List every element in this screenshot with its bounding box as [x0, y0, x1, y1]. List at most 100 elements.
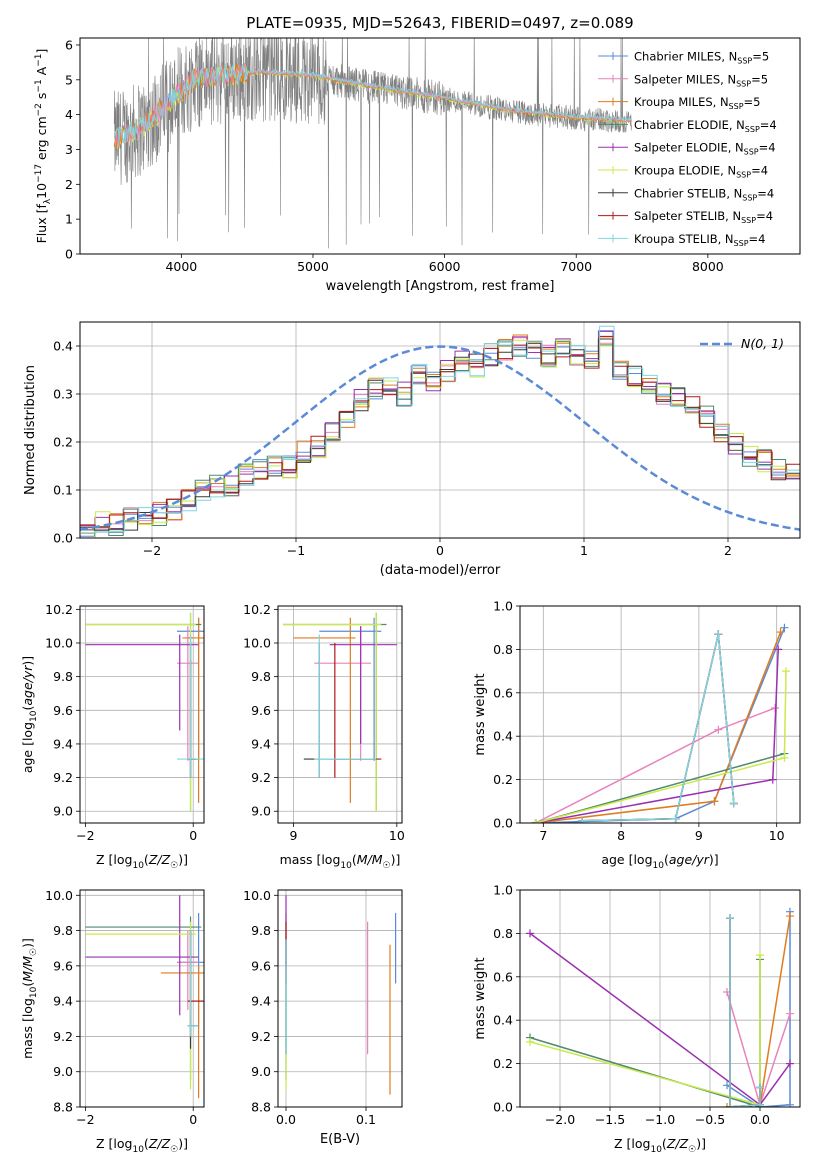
y-tick-label: 0.8	[493, 926, 513, 941]
y-tick-label: 9.0	[251, 1064, 271, 1079]
legend-entry-count: =4	[759, 141, 776, 155]
axis-label-part: 10	[29, 710, 39, 722]
residual-histogram	[81, 325, 800, 534]
y-tick-label: 1.0	[493, 599, 513, 614]
y-tick-label: 0.8	[493, 642, 513, 657]
x-tick-label: 0	[189, 828, 197, 843]
axis-label-part: ☉	[383, 861, 391, 871]
legend-entry-count: =4	[749, 232, 766, 246]
y-tick-label: 9.4	[251, 994, 271, 1009]
y-label-part: erg cm	[34, 116, 49, 164]
x-tick-label: 4000	[165, 259, 197, 274]
weight-point-marker	[786, 1100, 794, 1107]
axis-label-part: age/yr	[20, 665, 35, 706]
x-tick-label: 5000	[297, 259, 329, 274]
x-tick-label: 2	[724, 543, 732, 558]
x-tick-label: −0.5	[695, 1112, 725, 1127]
residual-histogram	[80, 335, 800, 528]
legend-entry-count: =4	[751, 164, 768, 178]
weight-point-marker	[786, 1059, 794, 1068]
x-tick-label: 10	[769, 828, 785, 843]
y-label-part: −17	[34, 164, 44, 183]
y-axis-label: Flux [fλ10−17 erg cm−2 s−1 A−1]	[34, 49, 53, 244]
weight-series-line	[729, 918, 761, 1107]
weight-point-marker	[671, 814, 680, 823]
weight-point-marker	[526, 1037, 534, 1046]
axes-frame	[519, 605, 801, 824]
axes-residuals: −2 −1 0 1 2 0.0 0.1 0.2 0.3 0.4 (data-model)/error…	[23, 321, 801, 578]
legend-entry-count: =4	[757, 186, 774, 200]
x-tick-label: 0.0	[750, 1112, 770, 1127]
y-tick-label: 9.2	[251, 1029, 271, 1044]
x-tick-label: −2	[76, 828, 94, 843]
y-tick-label: 0.2	[493, 1056, 513, 1071]
residual-histogram	[80, 330, 800, 529]
x-tick-label: −1.0	[645, 1112, 675, 1127]
weight-point-marker	[756, 1083, 764, 1092]
axis-label-part: 10	[132, 1145, 144, 1155]
axis-label-part: (	[20, 706, 35, 711]
x-tick-label: 7	[539, 828, 547, 843]
x-axis-label: E(B-V)	[320, 1132, 360, 1147]
axis-label-part: (	[20, 982, 35, 987]
x-tick-label: −2	[76, 1112, 94, 1127]
axis-label-part: )]	[696, 1136, 706, 1151]
axes-spectrum: 4000 5000 6000 7000 8000 0 1 2 3 4 5 6 wavelength [A…	[34, 37, 801, 294]
axis-label-part: Z/Z	[666, 1136, 689, 1151]
y-tick-label: 0.1	[53, 483, 73, 498]
y-tick-label: 0	[65, 247, 73, 262]
weight-series-line	[729, 918, 761, 1107]
y-tick-label: 1.0	[493, 883, 513, 898]
axis-label-part: ☉	[170, 861, 178, 871]
axis-label-part: )]	[709, 852, 719, 867]
y-tick-label: 0.4	[53, 339, 73, 354]
y-label-part: −2	[34, 103, 44, 116]
x-tick-label: 0	[436, 543, 444, 558]
axis-label-part: )]	[391, 852, 401, 867]
y-axis-label: mass weight	[473, 957, 488, 1039]
y-tick-label: 0.2	[53, 435, 73, 450]
weight-series-line	[535, 627, 786, 823]
axes-frame	[277, 605, 403, 824]
y-tick-label: 10.0	[243, 636, 271, 651]
axis-label-part: )]	[178, 852, 188, 867]
plot-area-residuals	[80, 325, 800, 538]
y-tick-label: 10.0	[243, 888, 271, 903]
y-axis-label: mass [log10(M/M☉)]	[20, 938, 39, 1059]
y-tick-label: 5	[65, 72, 73, 87]
legend-entry-count: =5	[752, 50, 769, 64]
weight-point-marker	[723, 1103, 731, 1107]
legend-entry-label: Salpeter MILES, N	[634, 72, 736, 86]
y-tick-label: 9.0	[251, 804, 271, 819]
y-tick-label: 0.4	[493, 1013, 513, 1028]
y-tick-label: 10.0	[45, 888, 73, 903]
legend-entry: Chabrier STELIB, NSSP=4	[634, 186, 774, 202]
y-axis-label: mass weight	[473, 673, 488, 755]
y-tick-label: 0.2	[493, 772, 513, 787]
axis-label-part: ☉	[29, 948, 39, 956]
weight-point-marker	[710, 797, 719, 806]
x-axis-label: Z [log10(Z/Z☉)]	[96, 852, 188, 871]
y-label-part: −1	[34, 79, 44, 92]
legend-entry: N(0, 1)	[741, 336, 784, 351]
legend-entry: Kroupa ELODIE, NSSP=4	[634, 164, 768, 180]
weight-point-marker	[786, 1009, 794, 1018]
y-tick-label: 0.4	[493, 729, 513, 744]
x-tick-label: 1	[580, 543, 588, 558]
y-label-part: A	[34, 66, 49, 79]
y-tick-label: 9.4	[53, 994, 73, 1009]
legend-entry-label: Kroupa ELODIE, N	[634, 164, 736, 178]
x-tick-label: −1.5	[595, 1112, 625, 1127]
y-label-part: ]	[34, 49, 49, 54]
y-tick-label: 9.0	[53, 804, 73, 819]
axes-frame	[79, 37, 801, 255]
axis-label-part: age [log	[20, 722, 35, 773]
weight-series-line	[726, 915, 791, 1107]
residual-histogram	[80, 337, 800, 530]
x-tick-label: −2.0	[545, 1112, 575, 1127]
y-tick-label: 3	[65, 142, 73, 157]
legend-entry-label: Kroupa MILES, N	[634, 95, 729, 109]
legend-entry-subscript: SSP	[745, 125, 760, 134]
